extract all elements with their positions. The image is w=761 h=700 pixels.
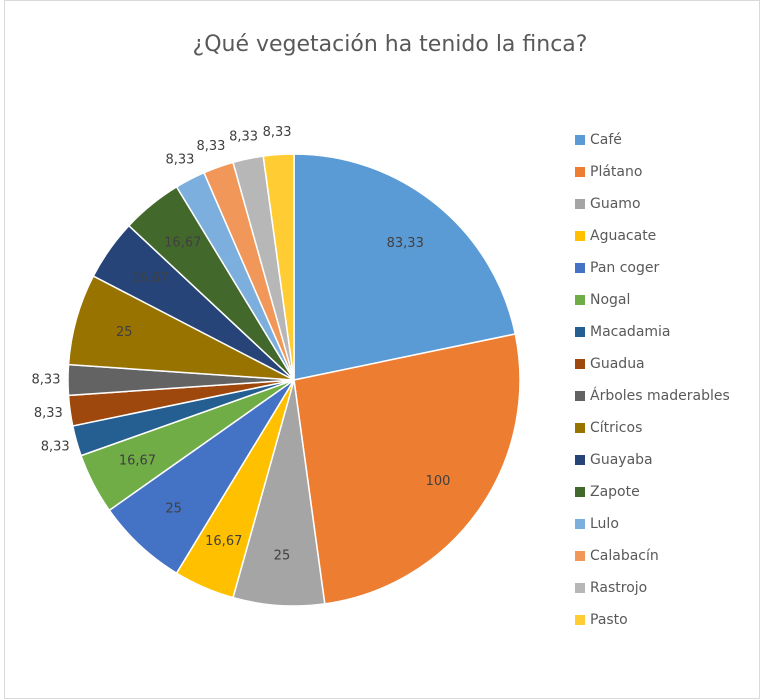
legend-swatch	[575, 231, 585, 241]
legend-swatch	[575, 167, 585, 177]
legend-swatch	[575, 295, 585, 305]
legend-label: Guamo	[590, 196, 641, 212]
data-label: 8,33	[32, 372, 61, 387]
data-label: 8,33	[263, 125, 292, 140]
data-label: 8,33	[165, 152, 194, 167]
data-label: 83,33	[387, 236, 424, 251]
data-label: 16,67	[164, 236, 201, 251]
legend-swatch	[575, 551, 585, 561]
data-label: 8,33	[34, 406, 63, 421]
legend-swatch	[575, 263, 585, 273]
legend-label: Café	[590, 132, 622, 148]
legend-swatch	[575, 135, 585, 145]
legend-label: Guadua	[590, 356, 645, 372]
legend-label: Zapote	[590, 484, 640, 500]
legend-swatch	[575, 519, 585, 529]
legend-swatch	[575, 583, 585, 593]
legend-label: Calabacín	[590, 548, 659, 564]
legend-label: Árboles maderables	[590, 387, 730, 404]
legend-swatch	[575, 359, 585, 369]
data-label: 16,67	[131, 271, 168, 286]
legend-swatch	[575, 327, 585, 337]
legend-swatch	[575, 455, 585, 465]
legend-label: Cítricos	[590, 420, 642, 436]
legend-swatch	[575, 615, 585, 625]
data-label: 25	[165, 501, 182, 516]
legend-label: Guayaba	[590, 452, 653, 468]
legend-label: Rastrojo	[590, 580, 647, 596]
legend-label: Nogal	[590, 292, 630, 308]
pie-slice	[262, 153, 295, 381]
pie-slice	[293, 333, 521, 605]
legend-label: Pan coger	[590, 260, 659, 276]
legend-label: Lulo	[590, 516, 619, 532]
legend-label: Pasto	[590, 612, 628, 628]
data-label: 8,33	[197, 139, 226, 154]
data-label: 8,33	[229, 130, 258, 145]
legend-label: Aguacate	[590, 228, 656, 244]
data-label: 100	[426, 474, 451, 489]
data-label: 25	[116, 325, 133, 340]
legend-swatch	[575, 199, 585, 209]
data-label: 16,67	[119, 454, 156, 469]
data-label: 25	[274, 548, 291, 563]
chart-title: ¿Qué vegetación ha tenido la finca?	[193, 32, 588, 57]
data-label: 16,67	[205, 534, 242, 549]
legend-swatch	[575, 391, 585, 401]
legend-label: Macadamia	[590, 324, 671, 340]
legend-label: Plátano	[590, 164, 642, 180]
data-label: 8,33	[41, 439, 70, 454]
pie-slice	[293, 153, 517, 381]
legend-swatch	[575, 423, 585, 433]
legend-swatch	[575, 487, 585, 497]
